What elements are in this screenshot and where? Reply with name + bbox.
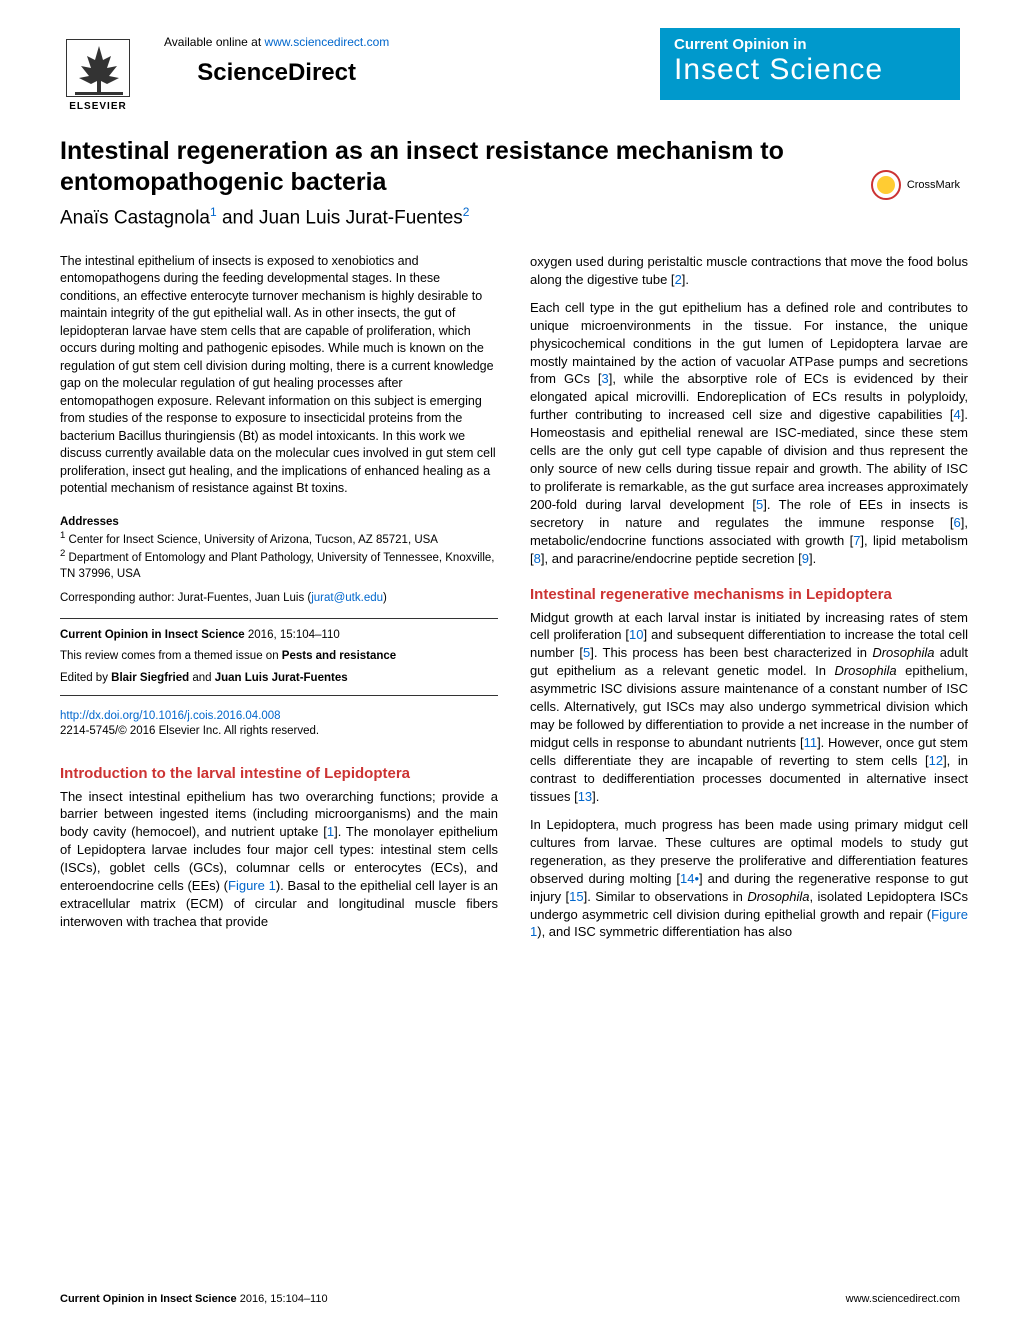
crossmark-label: CrossMark bbox=[907, 179, 960, 191]
ref-14[interactable]: 14• bbox=[680, 871, 699, 886]
corresp-close: ) bbox=[383, 592, 387, 604]
ref-12[interactable]: 12 bbox=[929, 753, 943, 768]
section-regen-heading: Intestinal regenerative mechanisms in Le… bbox=[530, 586, 968, 605]
authors: Anaïs Castagnola1 and Juan Luis Jurat-Fu… bbox=[60, 205, 831, 229]
right-p2: Each cell type in the gut epithelium has… bbox=[530, 299, 968, 568]
regen-p2e: ), and ISC symmetric differentiation has… bbox=[537, 924, 792, 939]
right-p1b: ]. bbox=[682, 272, 689, 287]
addresses-heading: Addresses bbox=[60, 516, 498, 528]
corresp-email[interactable]: jurat@utk.edu bbox=[311, 592, 383, 604]
crossmark-badge[interactable]: CrossMark bbox=[871, 170, 960, 200]
page-header: ELSEVIER Available online at www.science… bbox=[60, 28, 960, 112]
corresp-label: Corresponding author: Jurat-Fuentes, Jua… bbox=[60, 592, 311, 604]
address-2: 2 Department of Entomology and Plant Pat… bbox=[60, 548, 498, 582]
ref-8[interactable]: 8 bbox=[534, 551, 541, 566]
footer-left: Current Opinion in Insect Science 2016, … bbox=[60, 1293, 328, 1305]
drosophila-1: Drosophila bbox=[872, 645, 934, 660]
abstract: The intestinal epithelium of insects is … bbox=[60, 253, 498, 498]
copyright: 2214-5745/© 2016 Elsevier Inc. All right… bbox=[60, 725, 498, 737]
address-1-text: Center for Insect Science, University of… bbox=[65, 534, 438, 546]
ref-4[interactable]: 4 bbox=[954, 407, 961, 422]
ref-6[interactable]: 6 bbox=[954, 515, 961, 530]
author-2: Juan Luis Jurat-Fuentes bbox=[259, 207, 463, 228]
sciencedirect-title: ScienceDirect bbox=[164, 59, 389, 87]
doi-link[interactable]: http://dx.doi.org/10.1016/j.cois.2016.04… bbox=[60, 710, 498, 722]
left-column: The intestinal epithelium of insects is … bbox=[60, 253, 498, 952]
drosophila-2: Drosophila bbox=[834, 663, 896, 678]
author-1: Anaïs Castagnola bbox=[60, 207, 210, 228]
crossmark-icon bbox=[871, 170, 901, 200]
editor-2: Juan Luis Jurat-Fuentes bbox=[215, 672, 348, 684]
ref-10[interactable]: 10 bbox=[629, 627, 643, 642]
journal-box-main: Insect Science bbox=[674, 53, 946, 87]
regen-p2: In Lepidoptera, much progress has been m… bbox=[530, 816, 968, 942]
author-1-aff: 1 bbox=[210, 205, 217, 219]
address-2-text: Department of Entomology and Plant Patho… bbox=[60, 552, 494, 580]
regen-p1: Midgut growth at each larval instar is i… bbox=[530, 609, 968, 806]
ref-11[interactable]: 11 bbox=[804, 735, 818, 750]
right-column: oxygen used during peristaltic muscle co… bbox=[530, 253, 968, 952]
available-online-text: Available online at bbox=[164, 35, 265, 49]
ref-2[interactable]: 2 bbox=[675, 272, 682, 287]
author-sep: and bbox=[217, 207, 259, 228]
ref-1[interactable]: 1 bbox=[327, 824, 334, 839]
author-2-aff: 2 bbox=[463, 205, 470, 219]
journal-line-bold: Current Opinion in Insect Science bbox=[60, 629, 245, 641]
regen-p1c: ]. This process has been best characteri… bbox=[590, 645, 872, 660]
right-p2g: ], and paracrine/endocrine peptide secre… bbox=[541, 551, 802, 566]
edited-and: and bbox=[189, 672, 215, 684]
sciencedirect-url[interactable]: www.sciencedirect.com bbox=[265, 35, 390, 49]
intro-p1: The insect intestinal epithelium has two… bbox=[60, 788, 498, 932]
ref-13[interactable]: 13 bbox=[578, 789, 592, 804]
right-p2h: ]. bbox=[809, 551, 816, 566]
footer-journal-rest: 2016, 15:104–110 bbox=[237, 1293, 328, 1305]
footer-journal-bold: Current Opinion in Insect Science bbox=[60, 1293, 237, 1305]
article-title: Intestinal regeneration as an insect res… bbox=[60, 136, 831, 199]
elsevier-label: ELSEVIER bbox=[69, 101, 126, 112]
ref-figure-1a[interactable]: Figure 1 bbox=[228, 878, 276, 893]
regen-p2c: ]. Similar to observations in bbox=[584, 889, 748, 904]
ref-9[interactable]: 9 bbox=[802, 551, 809, 566]
regen-p1h: ]. bbox=[592, 789, 599, 804]
journal-line-rest: 2016, 15:104–110 bbox=[245, 629, 340, 641]
address-1: 1 Center for Insect Science, University … bbox=[60, 530, 498, 548]
title-authors-block: Intestinal regeneration as an insect res… bbox=[60, 136, 831, 229]
themed-bold: Pests and resistance bbox=[282, 650, 396, 662]
elsevier-tree-icon bbox=[66, 39, 130, 97]
ref-3[interactable]: 3 bbox=[602, 371, 609, 386]
footer-right: www.sciencedirect.com bbox=[846, 1293, 960, 1305]
right-p1a: oxygen used during peristaltic muscle co… bbox=[530, 254, 968, 287]
journal-box: Current Opinion in Insect Science bbox=[660, 28, 960, 100]
drosophila-3: Drosophila bbox=[747, 889, 809, 904]
title-row: Intestinal regeneration as an insect res… bbox=[60, 136, 960, 229]
right-p1: oxygen used during peristaltic muscle co… bbox=[530, 253, 968, 289]
ref-15[interactable]: 15 bbox=[569, 889, 583, 904]
corresponding-author: Corresponding author: Jurat-Fuentes, Jua… bbox=[60, 592, 498, 604]
elsevier-logo: ELSEVIER bbox=[60, 28, 136, 112]
edited-pre: Edited by bbox=[60, 672, 111, 684]
section-intro-heading: Introduction to the larval intestine of … bbox=[60, 765, 498, 784]
content-columns: The intestinal epithelium of insects is … bbox=[60, 253, 960, 952]
editor-1: Blair Siegfried bbox=[111, 672, 189, 684]
header-left: ELSEVIER Available online at www.science… bbox=[60, 28, 389, 112]
themed-pre: This review comes from a themed issue on bbox=[60, 650, 282, 662]
sciencedirect-block: Available online at www.sciencedirect.co… bbox=[164, 28, 389, 87]
journal-box-top: Current Opinion in bbox=[674, 36, 946, 53]
citation-info-block: Current Opinion in Insect Science 2016, … bbox=[60, 618, 498, 696]
page-footer: Current Opinion in Insect Science 2016, … bbox=[60, 1293, 960, 1305]
